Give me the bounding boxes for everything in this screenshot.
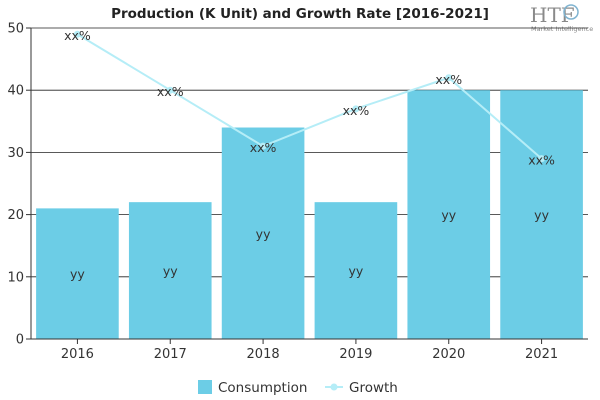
legend-marker-growth [330, 383, 338, 391]
data-labels: yy yy yy yy yy yy xx% xx% xx% xx% xx% xx% [64, 28, 555, 281]
bar [36, 208, 119, 339]
logo-tagline: Market Intelligence [531, 25, 593, 33]
growth-data-label: xx% [528, 153, 555, 168]
y-tick-label: 20 [7, 208, 24, 223]
growth-data-label: xx% [250, 140, 277, 155]
axes: 0 10 20 30 40 50 2016 2017 2018 2019 2020 2021 [7, 22, 588, 362]
growth-point [445, 74, 453, 82]
legend-swatch-consumption [198, 380, 212, 394]
growth-line [76, 33, 543, 160]
y-tick-label: 50 [7, 22, 24, 37]
x-tick-label: 2019 [339, 347, 372, 362]
logo-globe-icon [563, 4, 579, 20]
y-tick-label: 10 [7, 270, 24, 285]
growth-point [352, 105, 360, 113]
bar-data-label: yy [441, 208, 456, 223]
bar-data-label: yy [70, 267, 85, 282]
bar [500, 90, 583, 339]
chart-title: Production (K Unit) and Growth Rate [201… [111, 6, 489, 22]
x-tick-label: 2016 [61, 347, 94, 362]
gridlines [31, 27, 588, 278]
growth-point [73, 30, 81, 38]
growth-data-label: xx% [435, 72, 462, 87]
bar-data-label: yy [256, 226, 271, 241]
line-series [73, 30, 546, 163]
x-tick-label: 2020 [432, 347, 465, 362]
bar-data-label: yy [349, 264, 364, 279]
legend-label-growth: Growth [349, 380, 398, 396]
x-tick-label: 2021 [525, 347, 558, 362]
logo-brand: HTF [530, 3, 575, 27]
growth-data-label: xx% [343, 103, 370, 118]
bar [407, 90, 491, 339]
bar [314, 202, 398, 339]
growth-point [538, 155, 546, 163]
bar-data-label: yy [163, 264, 178, 279]
legend-label-consumption: Consumption [218, 380, 307, 396]
legend: Consumption Growth [198, 380, 398, 396]
growth-data-label: xx% [64, 28, 91, 43]
bar [128, 202, 212, 339]
bar [221, 127, 305, 340]
htf-logo: HTF Market Intelligence [530, 3, 593, 33]
y-tick-label: 0 [16, 333, 24, 348]
growth-data-label: xx% [157, 84, 184, 99]
bar-data-label: yy [534, 208, 549, 223]
y-tick-label: 30 [7, 146, 24, 161]
growth-point [166, 86, 174, 94]
x-tick-label: 2017 [154, 347, 187, 362]
bar-series [36, 90, 583, 340]
x-tick-label: 2018 [247, 347, 280, 362]
growth-point [259, 142, 267, 150]
y-tick-label: 40 [7, 84, 24, 99]
